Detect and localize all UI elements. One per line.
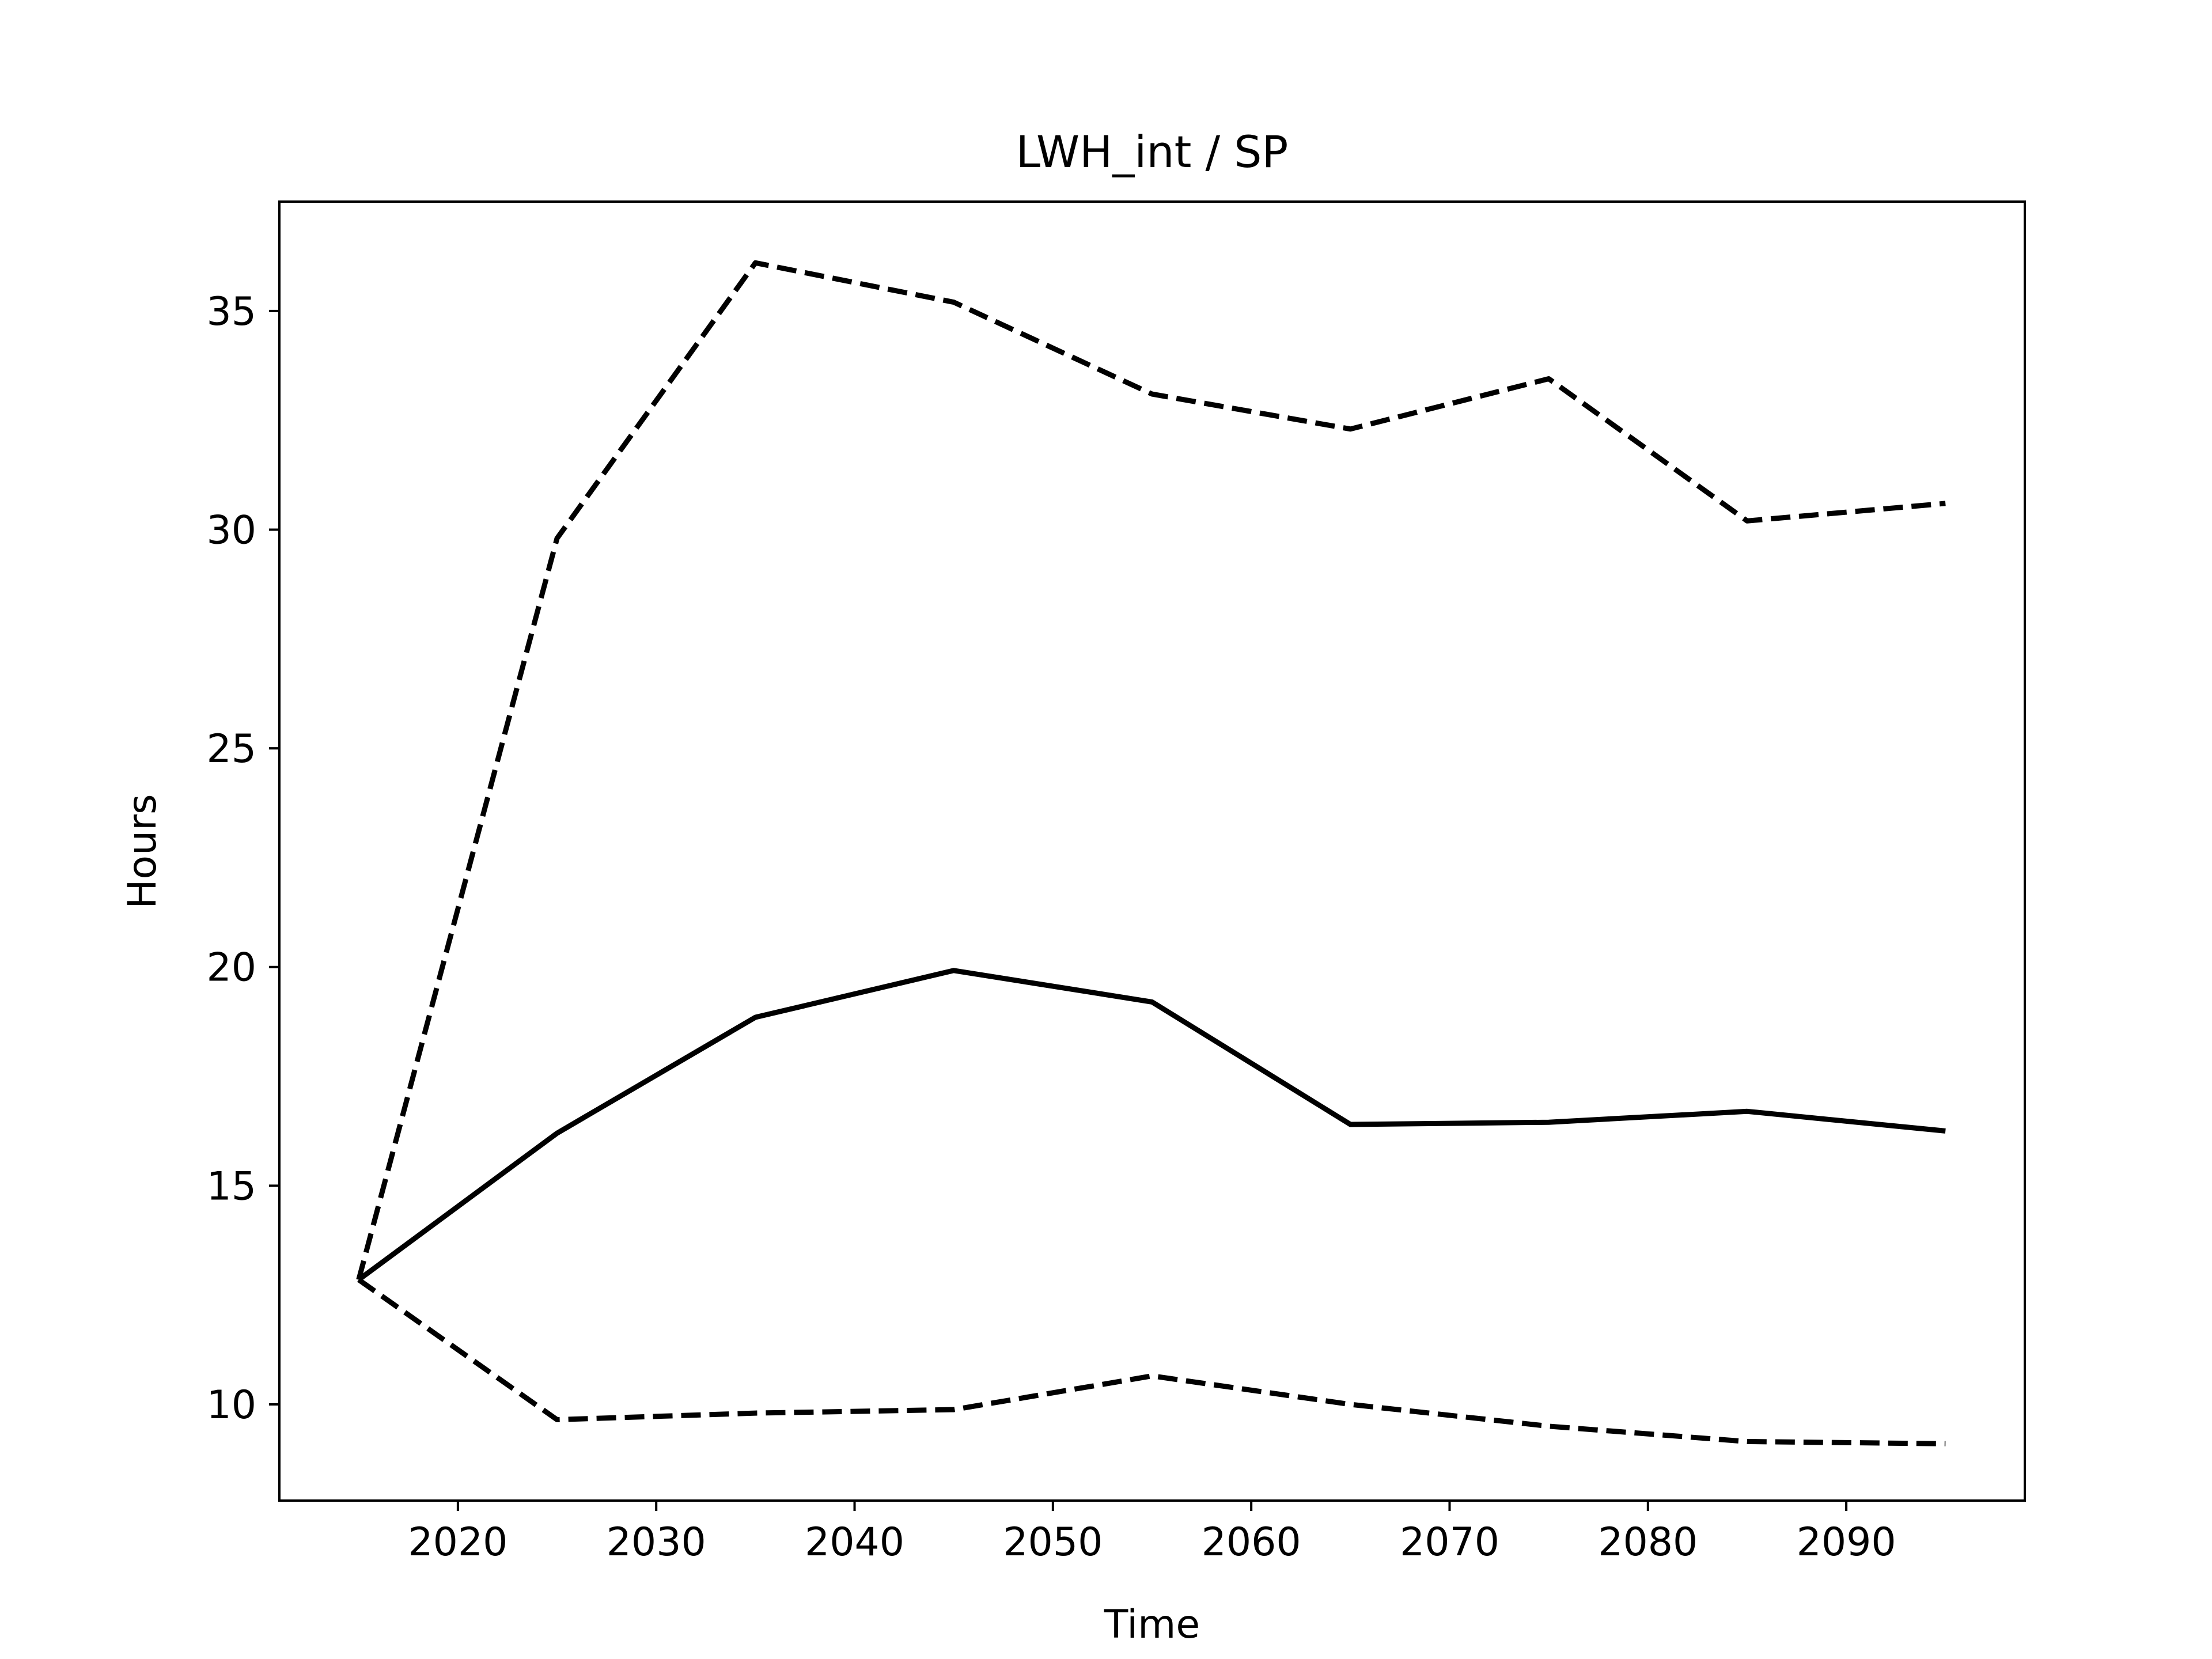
y-tick-label: 10 (206, 1382, 256, 1428)
x-tick-label: 2020 (408, 1520, 507, 1565)
x-axis-ticks: 2020 2030 2040 2050 2060 2070 2080 2090 (408, 1501, 1896, 1565)
plot-frame (278, 200, 2026, 1502)
x-tick-label: 2050 (1003, 1520, 1103, 1565)
y-tick-label: 25 (206, 726, 256, 772)
series-layer (356, 260, 1946, 1446)
series-line-1-dashed (356, 260, 1946, 1281)
x-tick-label: 2060 (1202, 1520, 1301, 1565)
y-tick-label: 15 (206, 1164, 256, 1209)
series-line-3-dashed (357, 1277, 1946, 1446)
y-tick-label: 35 (206, 289, 256, 335)
x-axis-label: Time (1104, 1602, 1200, 1647)
series-line-2-solid (357, 968, 1946, 1282)
x-tick-label: 2080 (1598, 1520, 1698, 1565)
x-tick-label: 2030 (607, 1520, 706, 1565)
y-tick-label: 30 (206, 507, 256, 553)
x-tick-label: 2070 (1400, 1520, 1499, 1565)
x-tick-label: 2040 (805, 1520, 904, 1565)
x-tick-label: 2090 (1797, 1520, 1896, 1565)
y-axis-label: Hours (120, 794, 165, 908)
y-axis-ticks: 10 15 20 25 30 35 (206, 289, 279, 1428)
y-tick-label: 20 (206, 945, 256, 991)
chart-title: LWH_int / SP (1016, 126, 1289, 177)
